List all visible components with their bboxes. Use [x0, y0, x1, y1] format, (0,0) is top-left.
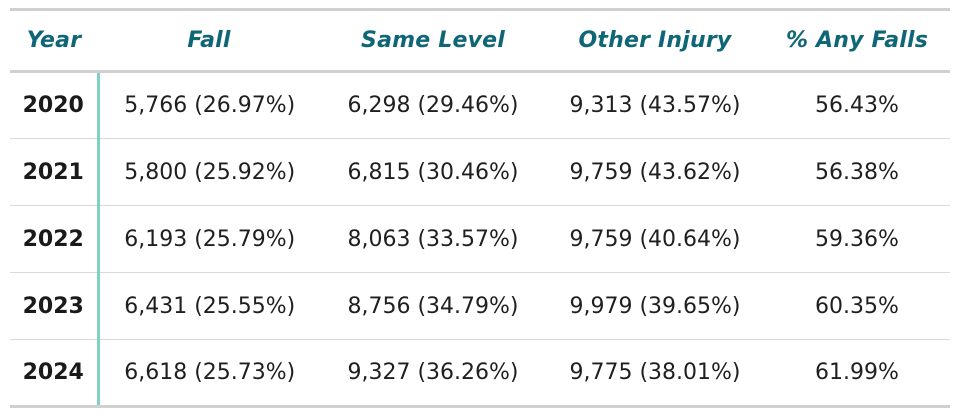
table-row: 2024 6,618 (25.73%) 9,327 (36.26%) 9,775…	[10, 339, 950, 408]
cell-year: 2020	[10, 71, 100, 139]
cell-year: 2024	[10, 339, 100, 408]
cell-fall: 5,766 (26.97%)	[98, 71, 320, 139]
cell-other-injury: 9,313 (43.57%)	[546, 71, 764, 139]
table-body: 2020 5,766 (26.97%) 6,298 (29.46%) 9,313…	[10, 71, 950, 408]
header-same-level: Same Level	[320, 8, 546, 73]
cell-fall: 6,618 (25.73%)	[98, 339, 320, 408]
cell-any-falls-pct: 56.43%	[764, 71, 950, 139]
data-table-container: Year Fall Same Level Other Injury % Any …	[10, 8, 950, 408]
cell-any-falls-pct: 59.36%	[764, 205, 950, 273]
header-row: Year Fall Same Level Other Injury % Any …	[10, 8, 950, 73]
cell-same-level: 8,756 (34.79%)	[320, 272, 546, 340]
header-any-falls-pct: % Any Falls	[764, 8, 950, 73]
cell-year: 2023	[10, 272, 100, 340]
header-year: Year	[10, 8, 98, 73]
cell-any-falls-pct: 60.35%	[764, 272, 950, 340]
cell-same-level: 6,815 (30.46%)	[320, 138, 546, 206]
cell-fall: 6,431 (25.55%)	[98, 272, 320, 340]
cell-year: 2021	[10, 138, 100, 206]
cell-any-falls-pct: 61.99%	[764, 339, 950, 408]
cell-fall: 6,193 (25.79%)	[98, 205, 320, 273]
table-row: 2023 6,431 (25.55%) 8,756 (34.79%) 9,979…	[10, 272, 950, 340]
cell-fall: 5,800 (25.92%)	[98, 138, 320, 206]
table-row: 2021 5,800 (25.92%) 6,815 (30.46%) 9,759…	[10, 138, 950, 206]
cell-year: 2022	[10, 205, 100, 273]
table-row: 2022 6,193 (25.79%) 8,063 (33.57%) 9,759…	[10, 205, 950, 273]
cell-other-injury: 9,759 (43.62%)	[546, 138, 764, 206]
cell-other-injury: 9,759 (40.64%)	[546, 205, 764, 273]
cell-same-level: 8,063 (33.57%)	[320, 205, 546, 273]
cell-other-injury: 9,979 (39.65%)	[546, 272, 764, 340]
cell-same-level: 6,298 (29.46%)	[320, 71, 546, 139]
table-row: 2020 5,766 (26.97%) 6,298 (29.46%) 9,313…	[10, 71, 950, 139]
cell-same-level: 9,327 (36.26%)	[320, 339, 546, 408]
header-other-injury: Other Injury	[546, 8, 764, 73]
cell-any-falls-pct: 56.38%	[764, 138, 950, 206]
falls-table: Year Fall Same Level Other Injury % Any …	[10, 8, 950, 408]
cell-other-injury: 9,775 (38.01%)	[546, 339, 764, 408]
table-header: Year Fall Same Level Other Injury % Any …	[10, 8, 950, 73]
header-fall: Fall	[98, 8, 320, 73]
